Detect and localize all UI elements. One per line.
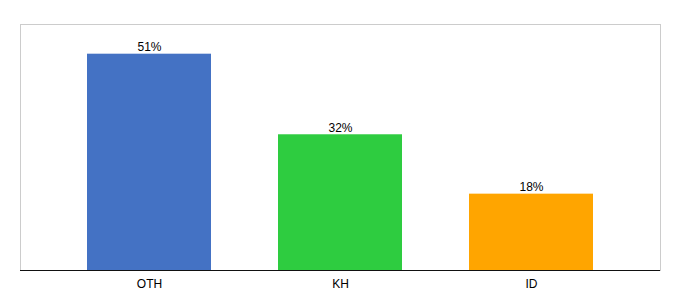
svg-text:51%: 51% <box>137 40 161 54</box>
svg-text:32%: 32% <box>328 121 352 135</box>
svg-text:OTH: OTH <box>137 277 162 291</box>
svg-text:ID: ID <box>526 277 538 291</box>
svg-text:KH: KH <box>332 277 349 291</box>
svg-text:18%: 18% <box>519 180 543 194</box>
